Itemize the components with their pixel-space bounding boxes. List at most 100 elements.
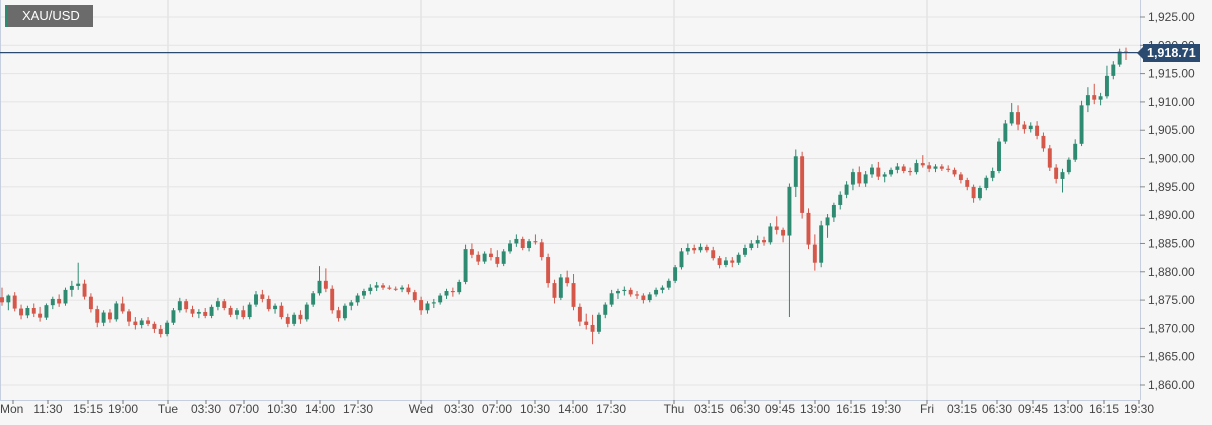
candle bbox=[666, 278, 671, 290]
candle bbox=[870, 164, 874, 178]
candle bbox=[57, 294, 62, 307]
candle bbox=[673, 264, 678, 284]
candle bbox=[787, 183, 792, 318]
candle bbox=[1066, 157, 1071, 175]
candle bbox=[444, 288, 449, 299]
candle bbox=[476, 251, 481, 265]
x-tick-label: 03:15 bbox=[694, 402, 724, 416]
candle bbox=[292, 312, 297, 327]
x-tick-label: 06:30 bbox=[982, 402, 1012, 416]
candle bbox=[895, 163, 900, 174]
candle bbox=[158, 324, 163, 338]
candle bbox=[19, 304, 24, 320]
candle bbox=[939, 164, 944, 171]
candle bbox=[927, 161, 932, 173]
candle bbox=[781, 227, 786, 243]
candle bbox=[920, 155, 925, 168]
candle bbox=[177, 297, 182, 313]
candles bbox=[0, 47, 1128, 345]
candle bbox=[876, 161, 881, 181]
x-tick-label: 09:45 bbox=[765, 402, 795, 416]
candle bbox=[901, 164, 906, 174]
candle bbox=[831, 202, 836, 222]
candle bbox=[1104, 65, 1109, 99]
candle bbox=[171, 308, 176, 325]
x-tick-label: 07:00 bbox=[229, 402, 259, 416]
candle bbox=[863, 170, 868, 187]
x-tick-label: 13:00 bbox=[800, 402, 830, 416]
candle bbox=[406, 284, 411, 295]
candle bbox=[342, 303, 347, 321]
candle bbox=[381, 283, 385, 290]
candle bbox=[698, 243, 703, 253]
candle bbox=[736, 252, 741, 265]
candle bbox=[1028, 122, 1033, 133]
x-tick-label: Tue bbox=[158, 402, 179, 416]
candle bbox=[431, 298, 436, 309]
candle bbox=[438, 293, 443, 305]
candle bbox=[730, 257, 735, 268]
candle bbox=[349, 300, 354, 311]
candle bbox=[254, 291, 258, 307]
candle bbox=[806, 208, 811, 250]
candle bbox=[679, 247, 684, 270]
candle bbox=[374, 281, 379, 292]
candle bbox=[50, 296, 55, 310]
candle bbox=[527, 238, 532, 252]
candle bbox=[711, 246, 716, 261]
candle bbox=[336, 306, 341, 322]
candle bbox=[628, 287, 633, 297]
y-axis[interactable]: 1,925.001,920.001,915.001,910.001,905.00… bbox=[1140, 0, 1195, 400]
candle bbox=[844, 181, 849, 199]
candle bbox=[743, 244, 747, 258]
candle bbox=[482, 251, 487, 264]
x-tick-label: 14:00 bbox=[558, 402, 588, 416]
candle bbox=[933, 164, 938, 173]
candle bbox=[768, 223, 773, 245]
candle bbox=[1022, 121, 1027, 134]
x-tick-label: 19:30 bbox=[1124, 402, 1154, 416]
candle bbox=[882, 172, 887, 183]
candle bbox=[997, 138, 1001, 174]
candle bbox=[533, 234, 538, 245]
candle bbox=[146, 317, 151, 327]
x-axis[interactable]: Mon 11:30 15:15 19:00 Tue 03:30 07:00 10:30 14:0… bbox=[0, 400, 1154, 416]
candle bbox=[749, 240, 754, 251]
candle bbox=[12, 292, 17, 312]
candle bbox=[165, 320, 170, 337]
candle bbox=[1035, 121, 1040, 140]
candle bbox=[774, 216, 779, 235]
candle bbox=[762, 236, 767, 246]
candle bbox=[1047, 144, 1052, 171]
candle bbox=[139, 318, 144, 329]
candle bbox=[704, 244, 709, 253]
candle bbox=[520, 236, 525, 251]
y-tick-label: 1,885.00 bbox=[1148, 236, 1195, 250]
candle bbox=[793, 149, 798, 198]
candle bbox=[273, 303, 278, 314]
candle bbox=[635, 291, 639, 299]
x-tick-label: 15:15 bbox=[73, 402, 103, 416]
candle bbox=[400, 285, 405, 293]
candle bbox=[546, 253, 551, 288]
y-tick-label: 1,880.00 bbox=[1148, 265, 1195, 279]
candle bbox=[850, 168, 855, 191]
candle bbox=[114, 301, 119, 322]
candle bbox=[489, 247, 493, 261]
candle bbox=[539, 238, 544, 261]
candle bbox=[1003, 120, 1008, 144]
candle bbox=[1060, 168, 1065, 193]
candle bbox=[800, 151, 805, 219]
candle bbox=[616, 288, 620, 299]
candle bbox=[76, 262, 81, 290]
candle bbox=[241, 305, 246, 320]
candle bbox=[25, 305, 30, 319]
candle bbox=[298, 310, 303, 324]
candle bbox=[393, 286, 398, 292]
candle bbox=[857, 166, 862, 187]
candle bbox=[946, 165, 951, 173]
candle bbox=[304, 302, 309, 322]
candle bbox=[361, 288, 366, 299]
candle bbox=[952, 167, 957, 177]
